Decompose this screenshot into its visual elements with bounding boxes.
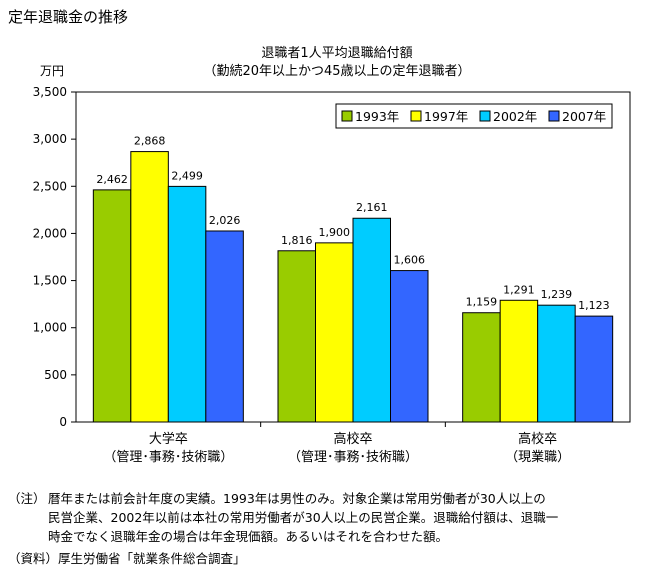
x-tick-label: 高校卒 [333,431,372,447]
x-tick-label: 高校卒 [518,431,557,447]
bar[interactable] [462,312,501,423]
x-tick-label-sub: （管理･事務･技術職） [103,450,233,465]
x-tick-label: 大学卒 [149,431,188,447]
page-title: 定年退職金の推移 [8,8,129,26]
data-label: 1,123 [578,299,610,312]
bar[interactable] [574,315,614,423]
note-line-3: 時金でなく退職年金の場合は年金現価額。あるいはそれを合わせた額。 [48,529,449,544]
bar[interactable] [390,270,429,423]
data-label: 1,159 [466,296,498,309]
bar[interactable] [499,299,539,423]
data-label: 2,161 [356,201,388,214]
y-axis-label: 万円 [40,64,64,78]
bar[interactable] [92,189,132,423]
legend-label[interactable]: 1993年 [355,109,399,124]
data-label: 1,291 [503,283,535,296]
legend-label[interactable]: 2007年 [562,109,606,124]
y-tick-label: 3,000 [33,132,67,146]
data-label: 1,900 [319,226,351,239]
chart-title: 退職者1人平均退職給付額 [261,46,412,61]
legend-box [335,103,613,129]
y-tick-label: 3,500 [33,85,67,99]
data-label: 1,816 [281,234,313,247]
plot-area: 0 500 1,000 1,500 2,000 2,500 3,000 3,500 2,462 2… [33,85,631,465]
legend-label[interactable]: 1997年 [424,109,468,124]
bar[interactable] [315,242,354,423]
data-label: 1,606 [394,254,426,267]
x-tick-label-sub: （現業職） [505,449,570,465]
data-label: 2,868 [134,135,166,148]
y-tick-label: 1,000 [33,321,67,335]
legend-label[interactable]: 2002年 [493,109,537,124]
chart-subtitle: （勤続20年以上かつ45歳以上の定年退職者） [203,64,470,79]
data-label: 1,239 [541,288,573,301]
source-note: （資料）厚生労働省「就業条件総合調査」 [8,551,246,566]
legend-swatch[interactable] [548,110,560,122]
x-tick-label-sub: （管理･事務･技術職） [288,450,418,465]
legend: 1993年 1997年 2002年 2007年 [335,103,613,129]
bar[interactable] [130,151,169,423]
bar[interactable] [352,217,391,423]
note-line-2: 民営企業、2002年以前は本社の常用労働者が30人以上の民営企業。退職給付額は、… [48,510,559,525]
bar[interactable] [205,230,244,423]
legend-swatch[interactable] [410,110,422,122]
y-tick-label: 1,500 [33,274,67,288]
legend-swatch[interactable] [479,110,491,122]
bar[interactable] [167,185,207,423]
y-tick-label: 500 [44,368,67,382]
bar[interactable] [277,250,316,423]
note-line-1: 暦年または前会計年度の実績。1993年は男性のみ。対象企業は常用労働者が30人以… [48,491,546,506]
y-tick-label: 2,500 [33,179,67,193]
y-tick-label: 0 [59,415,67,429]
legend-swatch[interactable] [341,110,353,122]
data-label: 2,499 [171,169,203,182]
y-tick-label: 2,000 [33,226,67,240]
bar[interactable] [537,304,576,423]
data-label: 2,026 [209,214,241,227]
note-marker: （注） [8,491,46,506]
data-label: 2,462 [96,173,128,186]
